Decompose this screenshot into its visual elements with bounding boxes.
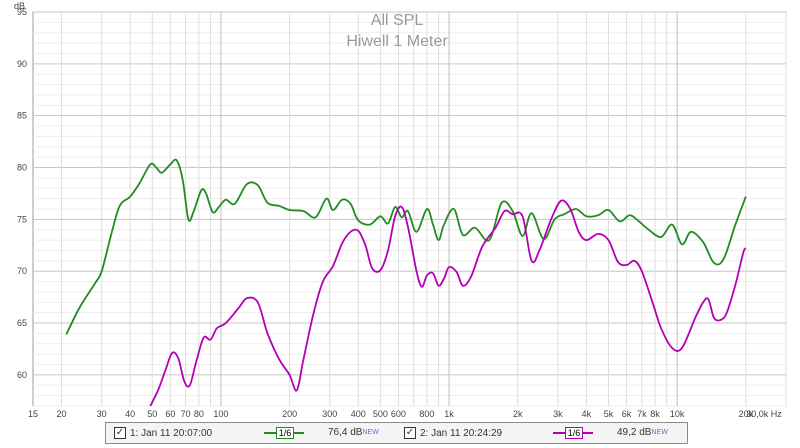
series-line-1 (65, 158, 747, 335)
x-tick-label: 60 (165, 409, 175, 419)
series-1-level: 76,4 dB NEW (328, 427, 379, 438)
series-1-swatch[interactable]: 1/6 (264, 427, 304, 439)
x-tick-label: 70 (181, 409, 191, 419)
x-tick-label: 8k (650, 409, 660, 419)
legend-bar: ✓ 1: Jan 11 20:07:00 1/6 76,4 dB NEW ✓ 2:… (105, 422, 688, 444)
x-tick-label: 20k (739, 409, 754, 419)
y-tick-label: 75 (17, 214, 27, 224)
x-tick-label: 20 (56, 409, 66, 419)
x-tick-label: 2k (513, 409, 523, 419)
x-tick-label: 6k (622, 409, 632, 419)
series-2-name: 2: Jan 11 20:24:29 (420, 427, 503, 439)
series-1-smoothing[interactable]: 1/6 (276, 427, 294, 439)
series-1-level-value: 76,4 dB (328, 427, 363, 438)
x-tick-label: 500 (373, 409, 388, 419)
y-tick-label: 60 (17, 370, 27, 380)
series-2-swatch[interactable]: 1/6 (553, 427, 593, 439)
series-2-smoothing[interactable]: 1/6 (565, 427, 583, 439)
y-tick-label: 80 (17, 163, 27, 173)
x-tick-label: 10k (670, 409, 685, 419)
x-tick-label: 30 (97, 409, 107, 419)
series-1-new-badge: NEW (362, 429, 379, 436)
x-tick-label: 7k (637, 409, 647, 419)
x-tick-label: 300 (322, 409, 337, 419)
series-line-2 (149, 199, 747, 406)
x-tick-label: 600 (391, 409, 406, 419)
series-2-checkbox[interactable]: ✓ (404, 427, 416, 439)
y-tick-label: 90 (17, 59, 27, 69)
y-axis-unit: dB (14, 1, 25, 11)
grid (32, 11, 787, 407)
x-tick-label: 40 (125, 409, 135, 419)
series-group (65, 158, 747, 406)
y-tick-label: 65 (17, 318, 27, 328)
x-tick-label: 3k (553, 409, 563, 419)
x-tick-label: 800 (419, 409, 434, 419)
x-tick-label: 5k (604, 409, 614, 419)
x-tick-label: 400 (351, 409, 366, 419)
y-tick-label: 70 (17, 266, 27, 276)
chart-subtitle: Hiwell 1 Meter (346, 33, 448, 50)
y-tick-label: 95 (17, 7, 27, 17)
series-2-level: 49,2 dB NEW (617, 427, 668, 438)
y-tick-label: 85 (17, 111, 27, 121)
series-1-name: 1: Jan 11 20:07:00 (130, 427, 213, 439)
x-tick-label: 200 (282, 409, 297, 419)
series-1-checkbox[interactable]: ✓ (114, 427, 126, 439)
legend-item-1[interactable]: ✓ 1: Jan 11 20:07:00 (114, 427, 212, 439)
series-2-level-value: 49,2 dB (617, 427, 652, 438)
chart-title: All SPL (371, 12, 424, 29)
x-tick-label: 50 (147, 409, 157, 419)
x-tick-label: 80 (194, 409, 204, 419)
series-2-new-badge: NEW (651, 429, 668, 436)
x-tick-label: 30,0k Hz (746, 409, 782, 419)
x-tick-label: 4k (582, 409, 592, 419)
x-tick-label: 15 (28, 409, 38, 419)
x-tick-label: 1k (444, 409, 454, 419)
x-tick-labels: 15 20 30 40 50 60 70 80 100 200 300 400 500 600 800 1k 2… (28, 409, 782, 419)
y-tick-labels: 60 65 70 75 80 85 90 95 (17, 7, 27, 380)
legend-item-2[interactable]: ✓ 2: Jan 11 20:24:29 (404, 427, 502, 439)
x-tick-label: 100 (213, 409, 228, 419)
